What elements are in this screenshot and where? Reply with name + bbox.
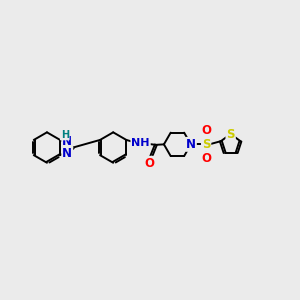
Text: NH: NH: [131, 138, 150, 148]
Text: N: N: [62, 147, 72, 160]
Text: H: H: [61, 130, 69, 140]
Text: S: S: [226, 128, 235, 141]
Text: O: O: [201, 152, 211, 165]
Text: O: O: [201, 124, 211, 136]
Text: S: S: [202, 138, 210, 151]
Text: N: N: [62, 135, 72, 148]
Text: O: O: [144, 157, 154, 170]
Text: N: N: [186, 138, 196, 151]
